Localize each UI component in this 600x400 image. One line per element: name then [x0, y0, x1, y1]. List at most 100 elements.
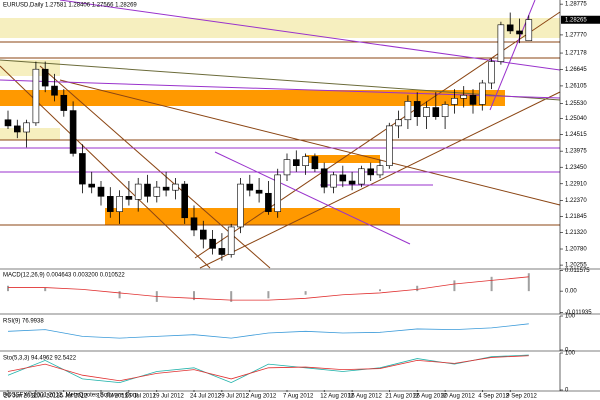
y-tick-label: 1.25040	[565, 116, 587, 122]
candle-body	[265, 192, 272, 212]
price-zones	[0, 18, 560, 225]
x-tick-label: 12 Aug 2012	[320, 394, 354, 400]
candle-body	[385, 125, 393, 167]
candle-body	[423, 107, 430, 117]
candle-body	[292, 159, 300, 167]
candle-body	[23, 122, 30, 133]
y-tick-label: 0	[565, 388, 569, 394]
zone	[0, 90, 505, 106]
candle-body	[348, 180, 356, 185]
y-tick-label: 1.23450	[565, 165, 587, 171]
x-tick-label: 15 Jul 2012	[125, 394, 157, 400]
macd-bar	[44, 287, 47, 292]
candle-body	[488, 61, 495, 84]
candle-body	[97, 186, 105, 197]
candle-body	[172, 183, 179, 191]
candle-body	[367, 168, 375, 176]
candle-body	[469, 94, 477, 105]
x-tick-label: 2 Aug 2012	[246, 394, 277, 400]
x-tick-label: 7 Aug 2012	[283, 394, 314, 400]
x-tick-label: 21 Aug 2012	[385, 394, 419, 400]
candle-body	[460, 94, 468, 99]
y-tick-label: 0.00	[565, 289, 577, 295]
candle-body	[441, 104, 449, 117]
y-tick-label: 1.21320	[565, 230, 587, 236]
y-tick-label: 0.011575	[565, 268, 590, 274]
x-tick-label: 16 Aug 2012	[348, 394, 382, 400]
x-tick-label: 19 Jul 2012	[153, 394, 185, 400]
macd-bar	[453, 280, 456, 292]
y-tick-label: 1.26645	[565, 67, 587, 73]
macd-bar	[118, 291, 121, 299]
y-tick-label: 1.24515	[565, 132, 587, 138]
candle-body	[200, 229, 207, 240]
trend-line	[489, 0, 536, 111]
y-tick-label: 0	[565, 348, 569, 354]
x-tick-label: 26 Aug 2012	[413, 394, 447, 400]
macd-bar	[416, 285, 419, 292]
candle-body	[4, 119, 12, 127]
zone	[0, 128, 60, 140]
signal-line	[8, 276, 529, 301]
x-tick-label: 29 Jul 2012	[218, 394, 250, 400]
candle-body	[79, 153, 86, 185]
trend-line	[59, 0, 561, 71]
y-tick-label: 1.21845	[565, 214, 587, 220]
candle-body	[125, 196, 133, 200]
x-tick-label: 4 Sep 2012	[478, 394, 509, 400]
panel-title: RSI(9) 76.9938	[3, 319, 44, 325]
candle-body	[320, 168, 328, 188]
candle-body	[134, 183, 142, 200]
zone	[0, 18, 560, 38]
y-tick-label: 1.20255	[565, 263, 587, 269]
x-tick-label: 3 Jul 2012	[32, 394, 60, 400]
candle-body	[237, 183, 244, 228]
candle-body	[153, 186, 161, 197]
y-tick-label: 1.27178	[565, 51, 587, 57]
x-tick-label: 5 Jul 2012	[60, 394, 88, 400]
x-tick-label: 10 Jul 2012	[97, 394, 129, 400]
candle-body	[227, 226, 235, 255]
candle-body	[116, 196, 123, 212]
x-tick-label: 30 Aug 2012	[441, 394, 475, 400]
x-tick-label: 24 Jul 2012	[190, 394, 222, 400]
x-tick-label: 9 Sep 2012	[506, 394, 537, 400]
candle-body	[209, 238, 216, 249]
candle-body	[274, 174, 282, 212]
candle-body	[516, 30, 523, 35]
macd-bar	[527, 273, 530, 292]
y-tick-label: 100	[565, 314, 576, 320]
candle-body	[413, 101, 421, 117]
candle-body	[144, 183, 151, 197]
candle-body	[41, 68, 49, 87]
macd-bar	[193, 291, 195, 301]
candle-body	[525, 19, 533, 42]
candle-body	[339, 174, 347, 182]
candle-body	[283, 159, 291, 176]
chart-title: EURUSD,Daily 1.27581 1.28406 1.27566 1.2…	[3, 3, 137, 9]
candle-body	[376, 165, 384, 176]
trend-lines	[0, 0, 561, 269]
candle-body	[311, 156, 319, 170]
candle-body	[451, 98, 458, 105]
panel-title: MACD(12,26,9) 0.004643 0.003200 0.010522	[3, 273, 125, 279]
candle-body	[107, 196, 114, 212]
candle-body	[497, 24, 505, 62]
candle-body	[88, 183, 95, 188]
indicator-line	[7, 355, 529, 382]
candle-body	[69, 110, 77, 154]
macd-bar	[304, 291, 307, 295]
y-tick-label: 100	[565, 351, 576, 357]
macd-bar	[379, 289, 381, 292]
macd-bar	[490, 276, 493, 292]
macd-bar	[230, 291, 233, 302]
y-tick-label: 1.20780	[565, 247, 587, 253]
indicator-line	[7, 323, 529, 339]
y-tick-label: 1.27770	[565, 32, 587, 38]
y-tick-label: -0.011935	[565, 310, 592, 316]
y-tick-label: 1.28775	[565, 2, 587, 8]
candle-body	[60, 94, 68, 111]
last-price-label: 1.28265	[565, 17, 587, 23]
footer: BOSSFX© 2001-2012, MetaQuotes Software C…	[3, 392, 140, 399]
candle-body	[395, 119, 402, 127]
